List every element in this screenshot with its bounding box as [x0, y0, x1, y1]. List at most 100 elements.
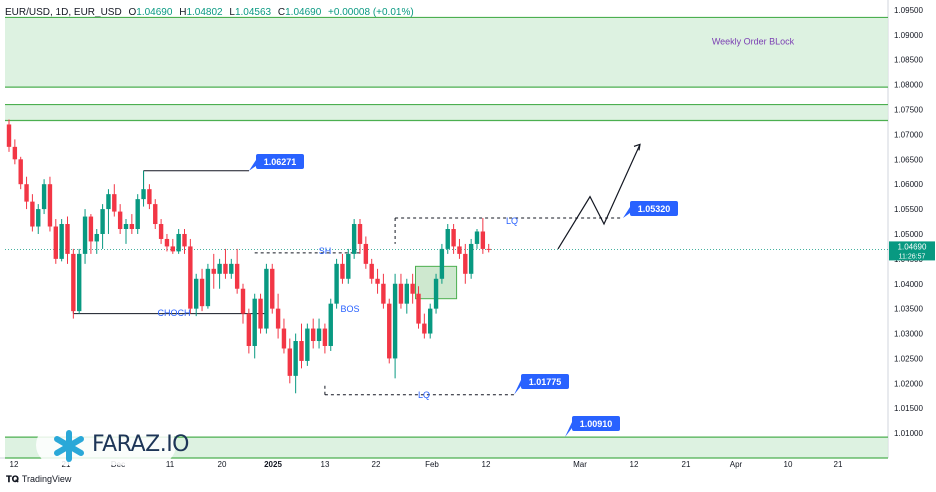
candle-body [123, 224, 129, 229]
high-label: H [179, 7, 187, 18]
candle-body [6, 124, 12, 147]
current-price-text: 1.04690 [898, 242, 927, 251]
time-tick-label: 21 [682, 460, 691, 469]
time-tick-label: 12 [482, 460, 491, 469]
level-101775-text: 1.01775 [529, 377, 562, 387]
change-value: +0.00008 (+0.01%) [328, 7, 414, 18]
candle-body [147, 189, 152, 205]
candle-body [381, 283, 386, 304]
candle-body [170, 246, 175, 252]
price-tick-label: 1.07000 [894, 130, 923, 139]
candle-body [217, 263, 222, 274]
candle-body [94, 233, 99, 242]
candle-body [135, 199, 140, 229]
level-106271-pointer [249, 160, 256, 171]
price-tick-label: 1.03500 [894, 305, 923, 314]
candle-body [375, 278, 380, 284]
candle-body [194, 278, 199, 309]
candle-body [363, 243, 369, 264]
candle-body [182, 233, 187, 247]
price-tick-label: 1.02500 [894, 354, 923, 363]
level-100910-pointer [565, 422, 572, 437]
level-106271-badge [256, 154, 304, 169]
candle-body [369, 263, 374, 279]
candle-body [463, 253, 468, 274]
lq-top-label: LQ [506, 216, 518, 226]
candle-body [357, 224, 363, 244]
bos-label: BOS [340, 304, 359, 314]
candle-body [88, 216, 94, 242]
open-value: 1.04690 [136, 7, 173, 18]
candle-body [340, 263, 345, 279]
level-105320-text: 1.05320 [638, 204, 671, 214]
candle-body [474, 231, 480, 244]
candle-body [311, 328, 316, 342]
candle-body [205, 268, 211, 307]
candle-body [30, 201, 35, 227]
candle-body [275, 308, 281, 329]
price-tick-label: 1.06500 [894, 155, 923, 164]
candle-body [65, 224, 70, 254]
zone-lower-zone [5, 437, 888, 458]
price-tick-label: 1.09000 [894, 31, 923, 40]
zone-upper-zone [5, 104, 888, 121]
candle-body [299, 341, 304, 361]
low-value: 1.04563 [234, 7, 272, 18]
candle-body [287, 348, 292, 376]
time-tick-label: 22 [372, 460, 381, 469]
time-tick-label: 11 [166, 460, 175, 469]
candle-body [351, 224, 357, 254]
price-tick-label: 1.04000 [894, 280, 923, 289]
candle-body [71, 253, 76, 312]
candle-body [158, 224, 164, 239]
price-tick-label: 1.01000 [894, 429, 923, 438]
candle-body [264, 268, 269, 329]
candle-body [234, 263, 240, 289]
low-label: L [229, 7, 235, 18]
candle-body [12, 146, 18, 160]
candle-body [281, 328, 287, 349]
weekly-order-block-label: Weekly Order BLock [712, 36, 795, 46]
time-tick-label: 20 [218, 460, 227, 469]
price-tick-label: 1.05000 [894, 230, 923, 239]
symbol-title[interactable]: EUR/USD, 1D, EUR_USD [5, 7, 122, 18]
open-label: O [128, 7, 137, 18]
candle-body [53, 226, 58, 259]
sh-label: SH [319, 246, 332, 256]
close-label: C [277, 7, 286, 18]
projection-path [557, 144, 641, 250]
time-tick-label: 12 [630, 460, 639, 469]
time-tick-label: Mar [573, 460, 587, 469]
price-tick-label: 1.06000 [894, 180, 923, 189]
candle-body [305, 328, 310, 361]
candle-body [240, 288, 246, 314]
price-tick-label: 1.08500 [894, 56, 923, 65]
level-100910-badge [572, 416, 620, 431]
candle-body [416, 293, 421, 324]
candle-body [410, 283, 415, 294]
level-106271-text: 1.06271 [264, 157, 297, 167]
level-100910-text: 1.00910 [580, 419, 613, 429]
price-tick-label: 1.02000 [894, 379, 923, 388]
candle-body [229, 263, 234, 274]
chart-header: EUR/USD, 1D, EUR_USD O1.04690 H1.04802 L… [5, 7, 418, 18]
candle-body [100, 209, 105, 234]
candle-body [387, 303, 392, 359]
current-price-badge [889, 241, 935, 261]
faraz-star-icon [54, 430, 84, 462]
candle-body [480, 231, 486, 249]
candle-body [112, 194, 117, 212]
time-tick-label: 13 [321, 460, 330, 469]
candle-body [82, 216, 88, 254]
candle-body [141, 189, 146, 200]
choch-label: CHOCH [158, 308, 191, 318]
tradingview-footer[interactable]: 𝐓𝐐 TradingView [6, 474, 71, 485]
candle-body [176, 233, 181, 252]
candle-body [258, 298, 263, 329]
tradingview-brand: TradingView [21, 474, 72, 484]
faraz-logo-badge [36, 425, 176, 465]
price-tick-label: 1.05500 [894, 205, 923, 214]
zone-weekly-order-block [5, 17, 888, 88]
projection-arrow-icon [633, 143, 641, 151]
